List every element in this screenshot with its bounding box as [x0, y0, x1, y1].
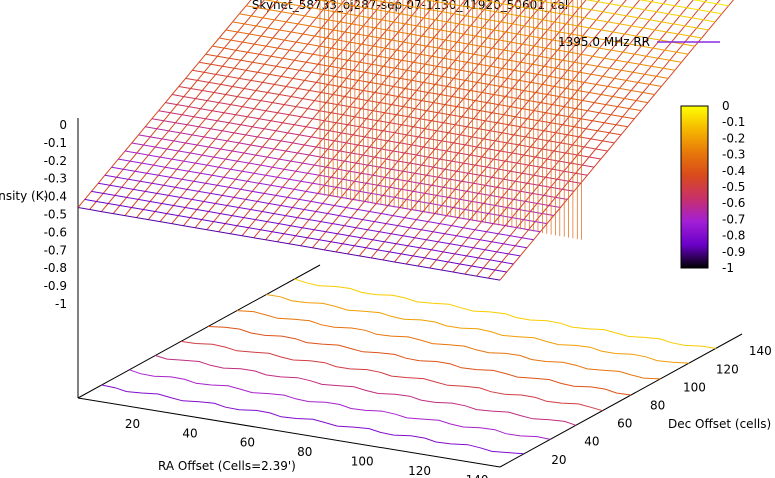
contour-line: [294, 278, 716, 349]
surface-dec-line: [77, 207, 501, 281]
surface-dec-line: [638, 0, 722, 15]
ra-tick-label: 60: [240, 436, 255, 450]
colorbox-tick-label: -0.3: [722, 148, 745, 162]
z-tick-label: -0.7: [44, 243, 67, 257]
contour-line: [180, 340, 603, 412]
contour-line: [266, 294, 690, 364]
back-left-edge: [77, 264, 321, 399]
axes-frame: [77, 118, 743, 468]
dec-axis-line: [499, 333, 743, 468]
dec-tick-label: 120: [716, 362, 739, 376]
surface-dec-line: [158, 110, 581, 184]
colorbox-tick-label: -0.4: [722, 164, 745, 178]
surface-dec-line: [151, 118, 574, 192]
colorbox: [680, 105, 709, 269]
dec-tick-label: 140: [749, 344, 772, 358]
surface-dec-line: [131, 142, 554, 216]
surface-dec-line: [172, 94, 595, 168]
z-tick-label: -0.3: [44, 172, 67, 186]
surface-dec-line: [91, 190, 514, 265]
surface-dec-line: [531, 0, 709, 31]
colorbox-tick-label: -0.5: [722, 180, 745, 194]
colorbox-tick-label: -0.1: [722, 115, 745, 129]
contour-lines: [101, 278, 716, 455]
z-tick-label: -0.5: [44, 208, 67, 222]
surface-dec-line: [118, 158, 541, 233]
z-tick-label: -0.9: [44, 279, 67, 293]
surface-dec-line: [239, 13, 662, 87]
colorbox-tick-label: -0.7: [722, 212, 745, 226]
surface-dec-line: [185, 77, 608, 152]
ra-tick-label: 100: [351, 454, 374, 468]
z-tick-labels: 0 -0.1 -0.2 -0.3 -0.4 -0.5 -0.6 -0.7 -0.8 -0.9 -1: [44, 118, 67, 311]
colorbox-tick-label: -0.9: [722, 245, 745, 259]
surface-ra-line: [89, 0, 265, 210]
surface-dec-line: [84, 198, 507, 273]
dec-tick-label: 40: [584, 435, 599, 449]
ra-tick-label: 20: [125, 417, 140, 431]
legend: 1395.0 MHz RR: [558, 35, 720, 49]
surface-dec-line: [477, 0, 702, 39]
colorbox-tick-label: -0.2: [722, 131, 745, 145]
dec-axis-label: Dec Offset (cells): [668, 417, 771, 431]
surface-dec-line: [584, 0, 716, 23]
z-tick-label: -0.1: [44, 136, 67, 150]
surface-dec-line: [424, 0, 695, 47]
z-tick-label: -0.4: [44, 190, 67, 204]
surface-dec-line: [98, 182, 521, 257]
surface-dec-line: [145, 126, 568, 200]
surface-dec-line: [111, 166, 534, 241]
dec-tick-label: 60: [617, 417, 632, 431]
colorbox-tick-label: -1: [722, 261, 734, 275]
dec-tick-labels: 20 40 60 80 100 120 140: [551, 344, 771, 467]
ra-axis-line: [77, 397, 501, 468]
contour-line: [101, 384, 524, 455]
surface-dec-line: [232, 21, 655, 95]
z-tick-label: -0.8: [44, 261, 67, 275]
surface-dec-line: [198, 61, 622, 136]
z-tick-label: -1: [55, 297, 67, 311]
dec-tick-label: 80: [650, 399, 665, 413]
z-tick-label: 0: [59, 118, 67, 132]
dec-tick-label: 100: [683, 380, 706, 394]
surface-dec-line: [205, 53, 628, 128]
colorbox-tick-label: -0.6: [722, 196, 745, 210]
legend-label: 1395.0 MHz RR: [558, 35, 650, 49]
ra-tick-label: 40: [182, 426, 197, 440]
colorbox-tick-label: 0: [722, 99, 730, 113]
ra-tick-label: 120: [408, 464, 431, 478]
dec-tick-label: 20: [551, 453, 566, 467]
ra-axis-label: RA Offset (Cells=2.39'): [158, 459, 296, 473]
z-axis-label: Intensity (K): [0, 189, 48, 203]
contour-line: [208, 326, 632, 396]
surface-mesh: [77, 0, 735, 281]
contour-line: [155, 355, 577, 426]
ra-tick-label: 80: [297, 445, 312, 459]
surface-ra-line: [101, 0, 279, 212]
surface-dec-line: [316, 0, 682, 63]
contour-line: [236, 310, 661, 380]
ra-tick-labels: 20 40 60 80 100 120 140: [125, 417, 489, 478]
surface-dec-line: [246, 5, 669, 79]
contour-line: [129, 369, 551, 440]
ra-tick-label: 140: [466, 473, 489, 478]
surface-dec-line: [104, 174, 527, 249]
colorbox-tick-labels: 0 -0.1 -0.2 -0.3 -0.4 -0.5 -0.6 -0.7 -0.8 -0.9 -1: [722, 99, 745, 275]
surface-dec-line: [219, 37, 642, 112]
surface-dec-line: [192, 69, 615, 144]
z-tick-label: -0.2: [44, 154, 67, 168]
z-tick-label: -0.6: [44, 225, 67, 239]
colorbox-tick-label: -0.8: [722, 229, 745, 243]
